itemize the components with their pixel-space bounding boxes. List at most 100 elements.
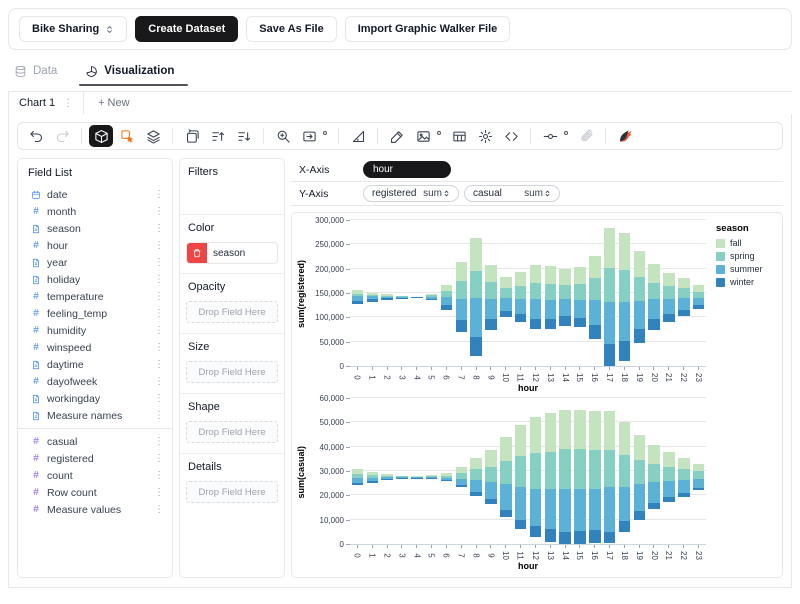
segment-spring[interactable] (500, 461, 512, 484)
bar-hour-6[interactable] (441, 473, 453, 480)
bar-hour-9[interactable] (485, 450, 497, 504)
segment-spring[interactable] (530, 283, 542, 300)
segment-summer[interactable] (500, 298, 512, 310)
table-icon[interactable] (447, 125, 471, 147)
select-icon[interactable] (115, 125, 139, 147)
segment-winter[interactable] (352, 483, 364, 485)
segment-fall[interactable] (530, 417, 542, 453)
bar-hour-16[interactable] (589, 411, 601, 544)
segment-spring[interactable] (574, 284, 586, 300)
field-menu-icon[interactable]: ⋮ (154, 257, 164, 268)
segment-summer[interactable] (545, 489, 557, 529)
field-menu-icon[interactable]: ⋮ (154, 393, 164, 404)
zoom-in-icon[interactable] (271, 125, 295, 147)
bar-hour-12[interactable] (530, 417, 542, 537)
segment-winter[interactable] (441, 480, 453, 481)
field-menu-icon[interactable]: ⋮ (154, 325, 164, 336)
bar-hour-15[interactable] (574, 410, 586, 544)
segment-summer[interactable] (648, 299, 660, 319)
bar-hour-0[interactable] (352, 469, 364, 485)
opacity-dropzone[interactable]: Drop Field Here (186, 301, 278, 323)
segment-winter[interactable] (530, 526, 542, 537)
segment-fall[interactable] (456, 262, 468, 281)
segment-summer[interactable] (470, 298, 482, 336)
segment-fall[interactable] (530, 265, 542, 283)
segment-fall[interactable] (545, 266, 557, 284)
segment-winter[interactable] (648, 503, 660, 509)
bar-hour-2[interactable] (381, 474, 393, 480)
segment-summer[interactable] (634, 301, 646, 329)
field-item-measure-values[interactable]: #Measure values⋮ (18, 501, 172, 518)
bar-hour-15[interactable] (574, 267, 586, 327)
layers-icon[interactable] (141, 125, 165, 147)
chart-tab-menu-icon[interactable]: ⋮ (63, 98, 73, 109)
aggregation-select[interactable]: sum (423, 188, 450, 199)
segment-winter[interactable] (441, 305, 453, 310)
segment-winter[interactable] (574, 318, 586, 328)
sort-desc-icon[interactable] (232, 125, 256, 147)
segment-winter[interactable] (500, 311, 512, 318)
segment-fall[interactable] (485, 450, 497, 466)
segment-summer[interactable] (693, 298, 705, 305)
field-item-temperature[interactable]: #temperature⋮ (18, 288, 172, 305)
segment-summer[interactable] (441, 297, 453, 305)
field-item-casual[interactable]: #casual⋮ (18, 433, 172, 450)
field-item-holiday[interactable]: holiday⋮ (18, 271, 172, 288)
segment-winter[interactable] (381, 298, 393, 299)
segment-spring[interactable] (678, 288, 690, 298)
segment-spring[interactable] (530, 453, 542, 488)
segment-winter[interactable] (693, 488, 705, 490)
bird-icon[interactable] (613, 125, 637, 147)
color-field-chip[interactable]: season (186, 242, 278, 264)
bar-hour-10[interactable] (500, 277, 512, 317)
code-icon[interactable] (499, 125, 523, 147)
segment-summer[interactable] (604, 302, 616, 344)
segment-winter[interactable] (678, 310, 690, 316)
segment-summer[interactable] (589, 489, 601, 531)
segment-fall[interactable] (678, 458, 690, 469)
field-item-date[interactable]: date⋮ (18, 186, 172, 203)
segment-summer[interactable] (589, 300, 601, 325)
segment-summer[interactable] (574, 489, 586, 530)
segment-winter[interactable] (604, 532, 616, 543)
segment-summer[interactable] (545, 300, 557, 319)
field-item-registered[interactable]: #registered⋮ (18, 450, 172, 467)
segment-summer[interactable] (619, 487, 631, 521)
bar-hour-3[interactable] (396, 296, 408, 298)
bar-hour-18[interactable] (619, 422, 631, 532)
bar-hour-11[interactable] (515, 425, 527, 530)
segment-winter[interactable] (634, 511, 646, 520)
bar-hour-9[interactable] (485, 265, 497, 330)
bar-hour-21[interactable] (663, 273, 675, 322)
field-item-row-count[interactable]: #Row count⋮ (18, 484, 172, 501)
sort-asc-icon[interactable] (206, 125, 230, 147)
bar-hour-22[interactable] (678, 458, 690, 497)
bar-hour-13[interactable] (545, 266, 557, 329)
segment-spring[interactable] (589, 450, 601, 489)
segment-summer[interactable] (500, 484, 512, 510)
bar-hour-19[interactable] (634, 435, 646, 520)
segment-winter[interactable] (663, 314, 675, 322)
segment-winter[interactable] (559, 532, 571, 544)
transpose-icon[interactable] (180, 125, 204, 147)
field-item-hour[interactable]: #hour⋮ (18, 237, 172, 254)
shape-dropzone[interactable]: Drop Field Here (186, 421, 278, 443)
segment-spring[interactable] (693, 471, 705, 478)
bar-hour-16[interactable] (589, 256, 601, 339)
segment-fall[interactable] (619, 233, 631, 270)
segment-summer[interactable] (515, 487, 527, 520)
segment-summer[interactable] (559, 489, 571, 532)
segment-fall[interactable] (515, 425, 527, 457)
segment-winter[interactable] (589, 530, 601, 543)
segment-summer[interactable] (485, 482, 497, 499)
segment-fall[interactable] (648, 445, 660, 463)
segment-summer[interactable] (470, 480, 482, 492)
field-menu-icon[interactable]: ⋮ (154, 240, 164, 251)
field-menu-icon[interactable]: ⋮ (154, 487, 164, 498)
segment-winter[interactable] (559, 316, 571, 325)
segment-winter[interactable] (545, 529, 557, 541)
segment-spring[interactable] (604, 268, 616, 303)
segment-spring[interactable] (604, 450, 616, 488)
segment-spring[interactable] (663, 467, 675, 482)
